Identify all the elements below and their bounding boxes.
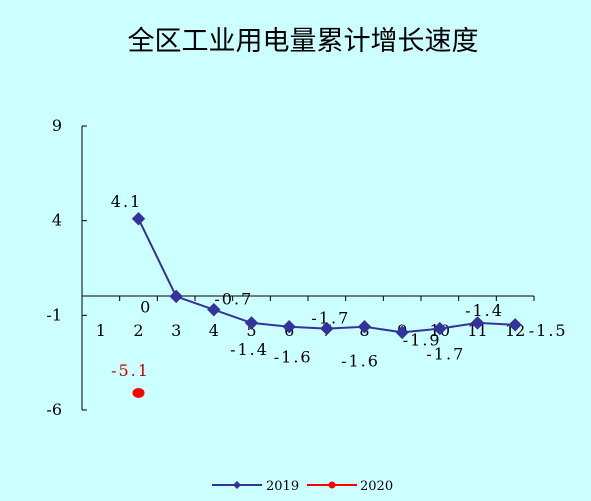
point-2019 [508,318,522,332]
point-2019 [395,325,409,340]
point-2019 [433,321,447,336]
point-2019 [207,302,221,317]
data-label-2019: -0.7 [214,290,253,309]
y-tick-label: -6 [46,400,62,419]
y-tick-label: -1 [46,305,62,324]
x-tick-label: 1 [96,321,106,340]
data-label-2019: -1.9 [403,330,442,349]
x-tick-label: 5 [246,321,256,340]
point-2019 [169,289,183,304]
data-label-2019: -1.5 [529,321,568,340]
legend: 2019 2020 [212,479,393,494]
point-2019 [282,319,296,334]
data-label-2019: -1.6 [274,348,313,367]
data-label-2019: 0 [140,297,152,316]
series [131,212,522,398]
point-2019 [131,212,146,226]
point-2019 [320,321,334,336]
data-label-2019: -1.6 [341,352,380,371]
data-labels: 4.10 -0.7-1.4 -1.6-1.7-1.6-1.9-1.7-1.4-1.5… [111,192,568,380]
x-tick-label: 3 [171,321,181,340]
y-tick-label: 9 [52,116,62,135]
point-2019 [357,319,372,334]
data-label-2019: -1.4 [230,340,269,359]
point-2020 [132,387,145,398]
legend-marker-2020 [328,481,336,489]
x-tick-label: 2 [133,321,143,340]
x-tick-label: 11 [467,321,487,340]
chart-title: 全区工业用电量累计增长速度 [128,26,479,57]
data-label-2020: -5.1 [111,361,150,380]
data-label-2019: -1.7 [311,309,350,328]
legend-label-2020: 2020 [360,479,393,494]
legend-label-2019: 2019 [266,479,299,494]
point-2019 [244,316,259,330]
data-label-2019: -1.4 [465,301,504,320]
x-tick-label: 4 [209,321,219,340]
data-label-2019: 4.1 [111,192,142,211]
data-label-2019: -1.7 [426,345,465,364]
legend-marker-2019 [233,481,241,489]
point-2019 [470,316,485,330]
y-tick-label: 4 [52,211,62,230]
